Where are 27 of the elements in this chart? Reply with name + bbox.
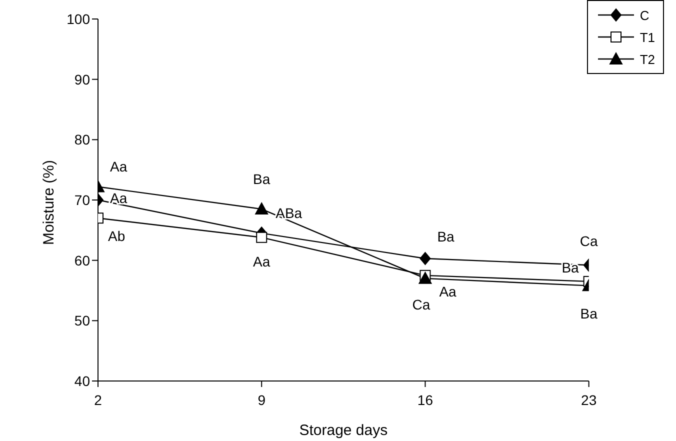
y-tick-label: 40 — [74, 372, 90, 389]
data-label: Ba — [580, 306, 598, 322]
x-tick-label: 23 — [581, 392, 597, 408]
data-label: ABa — [276, 205, 302, 222]
data-label: Ca — [580, 233, 598, 250]
legend-label: C — [640, 8, 650, 22]
x-axis-title: Storage days — [299, 422, 388, 439]
y-tick-label: 60 — [74, 252, 90, 268]
data-label: Ba — [253, 171, 270, 188]
data-label: Aa — [253, 253, 270, 270]
y-tick-label: 80 — [74, 132, 90, 148]
data-label: Aa — [439, 283, 457, 300]
y-axis-title: Moisture (%) — [40, 160, 58, 245]
x-tick-label: 2 — [94, 392, 102, 408]
data-label: Aa — [110, 190, 128, 206]
legend-label: T2 — [640, 52, 655, 66]
y-tick-label: 50 — [74, 312, 90, 329]
x-tick-label: 16 — [417, 392, 434, 408]
data-label: Ca — [412, 296, 430, 312]
data-label: Ab — [108, 228, 126, 244]
y-tick-label: 70 — [74, 192, 90, 208]
x-tick-label: 9 — [258, 392, 266, 408]
legend-label: T1 — [640, 30, 655, 44]
data-label: Aa — [110, 158, 128, 175]
y-tick-label: 100 — [66, 10, 90, 27]
y-tick-label: 90 — [74, 71, 90, 88]
data-label: Ba — [437, 228, 455, 245]
